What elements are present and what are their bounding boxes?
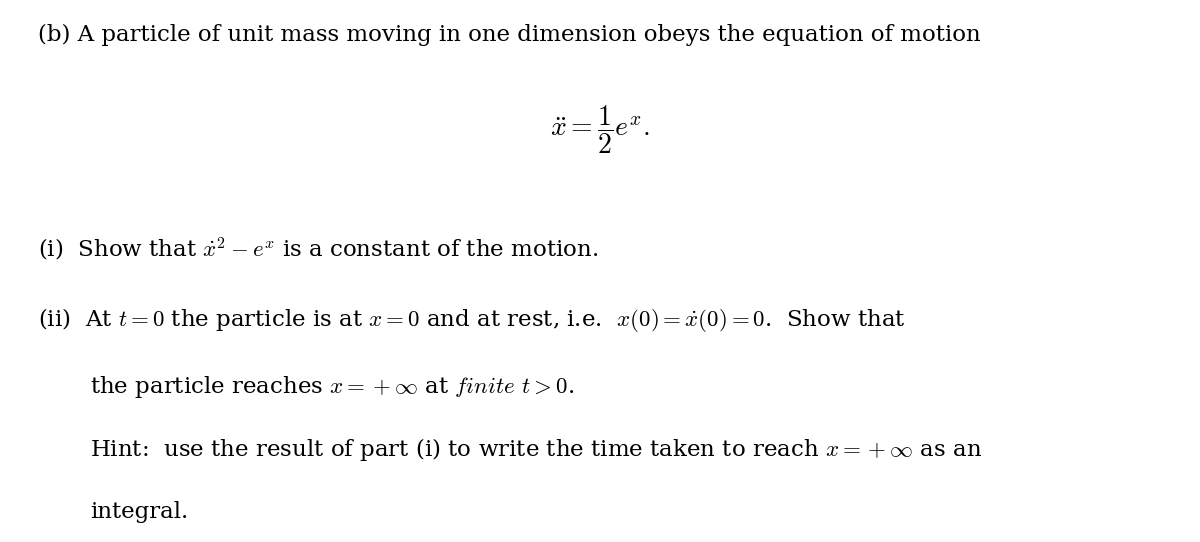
Text: the particle reaches $x = +\infty$ at $\mathit{finite}$ $t > 0$.: the particle reaches $x = +\infty$ at $\… [90,374,575,400]
Text: (ii)  At $t = 0$ the particle is at $x = 0$ and at rest, i.e.  $x(0) = \dot{x}(0: (ii) At $t = 0$ the particle is at $x = … [38,306,906,334]
Text: (i)  Show that $\dot{x}^2 - e^{x}$ is a constant of the motion.: (i) Show that $\dot{x}^2 - e^{x}$ is a c… [38,236,599,263]
Text: Hint:  use the result of part (i) to write the time taken to reach $x = +\infty$: Hint: use the result of part (i) to writ… [90,436,983,463]
Text: $\ddot{x} = \dfrac{1}{2}e^{x}.$: $\ddot{x} = \dfrac{1}{2}e^{x}.$ [551,104,649,157]
Text: (b) A particle of unit mass moving in one dimension obeys the equation of motion: (b) A particle of unit mass moving in on… [38,24,982,47]
Text: integral.: integral. [90,501,188,524]
